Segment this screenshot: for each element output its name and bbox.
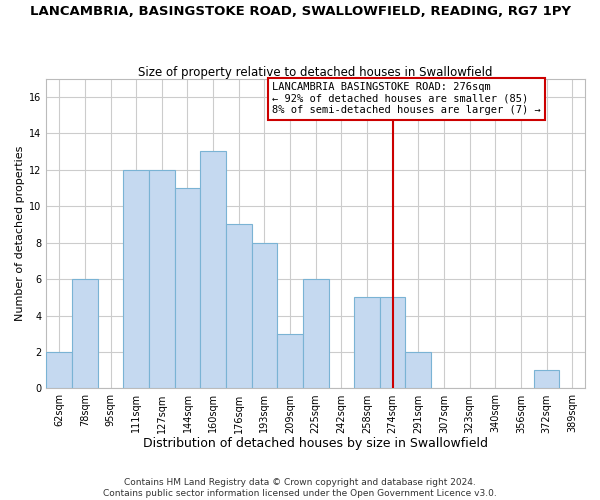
Text: LANCAMBRIA BASINGSTOKE ROAD: 276sqm
← 92% of detached houses are smaller (85)
8%: LANCAMBRIA BASINGSTOKE ROAD: 276sqm ← 92…	[272, 82, 541, 116]
Bar	[380, 298, 406, 388]
Bar	[406, 352, 431, 389]
Bar	[354, 298, 380, 388]
Bar	[226, 224, 251, 388]
Bar	[534, 370, 559, 388]
Bar	[175, 188, 200, 388]
Bar	[149, 170, 175, 388]
Bar	[124, 170, 149, 388]
Bar	[251, 242, 277, 388]
Y-axis label: Number of detached properties: Number of detached properties	[15, 146, 25, 321]
Bar	[46, 352, 72, 389]
Bar	[277, 334, 303, 388]
Bar	[72, 279, 98, 388]
Text: Contains HM Land Registry data © Crown copyright and database right 2024.
Contai: Contains HM Land Registry data © Crown c…	[103, 478, 497, 498]
Bar	[303, 279, 329, 388]
Title: Size of property relative to detached houses in Swallowfield: Size of property relative to detached ho…	[139, 66, 493, 78]
Text: LANCAMBRIA, BASINGSTOKE ROAD, SWALLOWFIELD, READING, RG7 1PY: LANCAMBRIA, BASINGSTOKE ROAD, SWALLOWFIE…	[29, 5, 571, 18]
X-axis label: Distribution of detached houses by size in Swallowfield: Distribution of detached houses by size …	[143, 437, 488, 450]
Bar	[200, 152, 226, 388]
